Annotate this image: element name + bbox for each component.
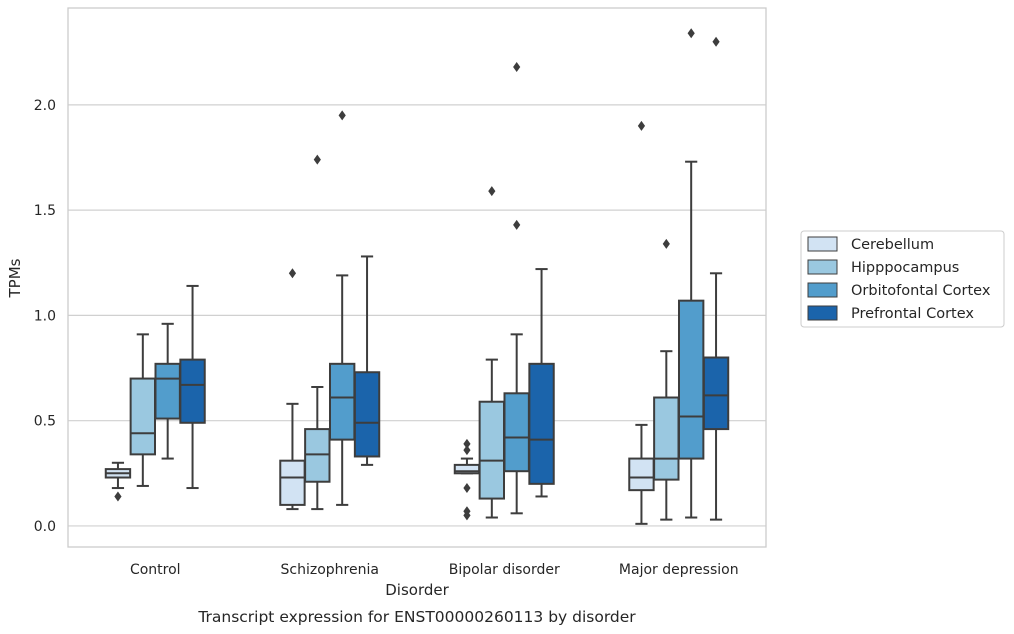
box-prefrontal-cortex	[353, 255, 381, 466]
box-orbitofontal-cortex	[503, 61, 530, 515]
outlier-point	[637, 120, 646, 131]
outlier-point	[513, 61, 521, 72]
legend-frame	[800, 230, 1005, 328]
box-iqr	[677, 299, 705, 460]
box-iqr	[353, 371, 381, 458]
x-tick-label: Major depression	[619, 562, 739, 578]
box-hipppocampus	[304, 154, 331, 511]
chart-caption: Transcript expression for ENST0000026011…	[197, 608, 636, 626]
x-tick-label: Schizophrenia	[281, 562, 379, 578]
box-prefrontal-cortex	[528, 268, 555, 498]
legend-swatch	[807, 282, 838, 298]
legend: Cerebellum Hipppocampus Orbitofontal Corte…	[800, 230, 1005, 328]
y-tick-label: 1.0	[34, 308, 56, 324]
x-axis-title: Disorder	[385, 581, 449, 599]
legend-swatch	[807, 236, 838, 252]
legend-label: Hipppocampus	[851, 260, 959, 276]
box-iqr	[528, 362, 555, 485]
legend-swatch	[807, 305, 838, 321]
legend-label: Prefrontal Cortex	[851, 306, 974, 322]
outlier-point	[662, 238, 670, 249]
y-tick-label: 0.0	[34, 519, 56, 535]
x-tick-labels: Control Schizophrenia Bipolar disorder Majo…	[130, 562, 739, 578]
outlier-point	[463, 445, 471, 456]
legend-label: Cerebellum	[851, 237, 934, 253]
x-tick-label: Control	[130, 562, 181, 578]
outlier-point	[463, 483, 471, 494]
box-cerebellum	[104, 461, 132, 502]
box-groups	[104, 28, 730, 525]
box-iqr	[154, 362, 181, 420]
plot-frame	[67, 7, 767, 548]
legend-label: Orbitofontal Cortex	[851, 283, 991, 299]
outlier-point	[288, 268, 297, 279]
box-prefrontal-cortex	[179, 284, 206, 490]
legend-swatch	[807, 259, 838, 275]
y-tick-label: 1.5	[34, 203, 56, 219]
y-tick-labels: 0.0 0.5 1.0 1.5 2.0	[34, 98, 56, 535]
plot-area	[68, 8, 766, 547]
box-cerebellum	[279, 268, 306, 511]
box-cerebellum	[628, 120, 655, 525]
outlier-point	[114, 491, 122, 502]
box-iqr	[702, 356, 730, 431]
box-cerebellum	[453, 438, 481, 521]
outlier-point	[313, 154, 321, 165]
box-iqr	[503, 392, 530, 473]
outlier-point	[463, 438, 471, 449]
outlier-point	[513, 219, 521, 230]
box-iqr	[628, 457, 655, 492]
box-iqr	[478, 400, 506, 500]
box-iqr	[179, 358, 206, 424]
box-iqr	[129, 377, 157, 456]
box-hipppocampus	[478, 186, 506, 519]
x-tick-label: Bipolar disorder	[449, 562, 560, 578]
outlier-point	[488, 186, 496, 197]
box-iqr	[653, 396, 680, 481]
outlier-point	[463, 510, 471, 521]
y-axis-title: TPMs	[6, 258, 24, 298]
outlier-point	[712, 36, 720, 47]
y-tick-label: 0.5	[34, 414, 56, 430]
box-prefrontal-cortex	[702, 36, 730, 521]
box-orbitofontal-cortex	[154, 322, 181, 460]
outlier-point	[338, 110, 346, 121]
box-iqr	[328, 362, 356, 441]
y-tick-label: 2.0	[34, 98, 56, 114]
outlier-point	[687, 28, 695, 39]
box-iqr	[279, 459, 306, 506]
box-iqr	[304, 428, 331, 483]
box-orbitofontal-cortex	[677, 28, 705, 519]
